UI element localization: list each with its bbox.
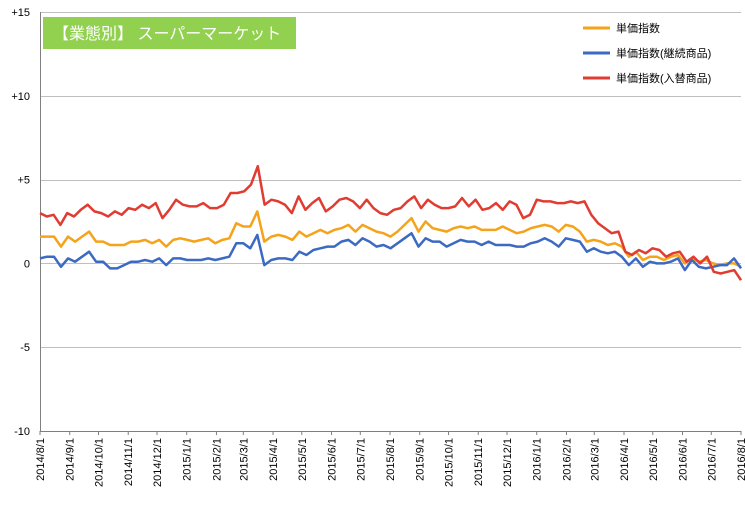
x-tick-label: 2015/12/1 bbox=[502, 438, 514, 487]
y-tick-label: -10 bbox=[14, 426, 30, 438]
y-tick-label: +5 bbox=[17, 175, 30, 187]
x-tick-label: 2014/11/1 bbox=[123, 438, 135, 486]
x-tick-label: 2014/9/1 bbox=[65, 438, 77, 481]
x-tick-label: 2015/11/1 bbox=[473, 438, 485, 486]
x-tick-label: 2016/4/1 bbox=[619, 438, 631, 481]
x-tick-label: 2014/12/1 bbox=[152, 438, 164, 487]
x-tick-label: 2015/1/1 bbox=[182, 438, 194, 481]
x-tick-label: 2016/8/1 bbox=[736, 438, 745, 481]
x-tick-label: 2015/2/1 bbox=[211, 438, 223, 481]
series-line-2 bbox=[39, 231, 743, 272]
x-tick-label: 2016/2/1 bbox=[561, 438, 573, 481]
y-tick-label: 0 bbox=[24, 258, 30, 270]
x-tick-label: 2016/5/1 bbox=[648, 438, 660, 481]
chart-title-text: 【業態別】 スーパーマーケット bbox=[53, 25, 281, 43]
y-axis-ticks: +15 +10 +5 0 -5 -10 bbox=[11, 7, 30, 438]
series-lines bbox=[39, 164, 743, 281]
x-tick-label: 2015/10/1 bbox=[444, 438, 456, 487]
x-tick-label: 2016/7/1 bbox=[706, 438, 718, 481]
x-tick-label: 2016/1/1 bbox=[532, 438, 544, 481]
y-tick-label: -5 bbox=[20, 342, 30, 354]
x-tick-label: 2016/6/1 bbox=[678, 438, 690, 481]
legend-label: 単価指数(入替商品) bbox=[616, 71, 711, 85]
chart-title: 【業態別】 スーパーマーケット bbox=[43, 17, 296, 49]
x-axis-ticks: 2014/8/1 2014/9/1 2014/10/1 2014/11/1 2014/1… bbox=[35, 431, 745, 487]
chart-title-background bbox=[43, 17, 296, 49]
x-tick-label: 2015/3/1 bbox=[238, 438, 250, 481]
x-tick-label: 2016/3/1 bbox=[589, 438, 601, 481]
y-tick-label: +15 bbox=[11, 7, 30, 19]
legend-label: 単価指数(継続商品) bbox=[616, 46, 711, 60]
y-tick-label: +10 bbox=[11, 91, 30, 103]
x-tick-label: 2015/6/1 bbox=[327, 438, 339, 481]
x-tick-label: 2015/8/1 bbox=[385, 438, 397, 481]
x-tick-label: 2015/9/1 bbox=[415, 438, 427, 481]
x-tick-label: 2015/7/1 bbox=[355, 438, 367, 481]
x-tick-label: 2014/10/1 bbox=[93, 438, 105, 487]
series-line-3 bbox=[39, 164, 743, 281]
x-tick-label: 2015/4/1 bbox=[268, 438, 280, 481]
x-tick-label: 2015/5/1 bbox=[297, 438, 309, 481]
legend-label: 単価指数 bbox=[616, 21, 660, 35]
x-tick-label: 2014/8/1 bbox=[35, 438, 47, 481]
